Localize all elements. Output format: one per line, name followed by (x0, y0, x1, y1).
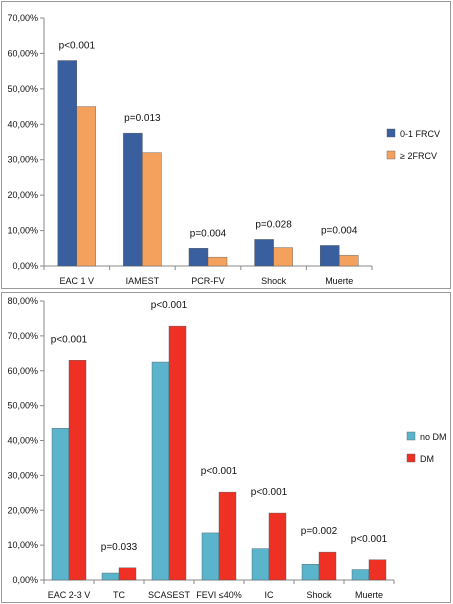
legend-label: 0-1 FRCV (400, 129, 440, 139)
legend-swatch (406, 431, 416, 441)
y-tick-label: 80,00% (7, 296, 38, 306)
bar-dm-2 (168, 325, 187, 581)
legend-label: DM (420, 454, 434, 464)
legend-label: no DM (420, 432, 447, 442)
p-value-annotation: p<0.001 (151, 300, 188, 311)
y-tick-label: 70,00% (7, 13, 38, 23)
legend-swatch (386, 128, 396, 138)
y-tick-label: 0,00% (12, 575, 38, 585)
bar--2frcv-3 (273, 247, 293, 267)
bar-dm-5 (318, 551, 337, 581)
bar--2frcv-4 (339, 255, 359, 267)
bar-0-1-frcv-3 (254, 239, 274, 267)
y-tick-label: 60,00% (7, 48, 38, 58)
y-tick-label: 10,00% (7, 226, 38, 236)
y-tick-label: 40,00% (7, 436, 38, 446)
legend-swatch (386, 150, 396, 160)
p-value-annotation: p=0.013 (124, 113, 161, 124)
bar-no-dm-2 (151, 361, 170, 581)
y-tick-label: 10,00% (7, 540, 38, 550)
bar-dm-0 (68, 360, 87, 581)
bar-dm-4 (268, 512, 287, 581)
bar-0-1-frcv-4 (319, 245, 340, 267)
chart-panel-top: 0,00% 10,00% 20,00% 30,00% 40,00% 50,00% 60,00… (1, 1, 451, 289)
x-tick-label: SCASEST (148, 590, 191, 600)
legend-label: ≥ 2FRCV (400, 151, 437, 161)
chart-bottom-svg: 0,00% 10,00% 20,00% 30,00% 40,00% 50,00% 60,00… (7, 296, 447, 600)
p-value-annotation: p<0.001 (201, 466, 238, 477)
x-tick-label: TC (113, 590, 125, 600)
p-value-annotation: p<0.001 (59, 41, 96, 52)
chart-panel-bottom: 0,00% 10,00% 20,00% 30,00% 40,00% 50,00% 60,00… (1, 292, 451, 603)
bar-no-dm-1 (101, 572, 120, 581)
bar-no-dm-6 (351, 569, 370, 581)
x-tick-label: Shock (261, 276, 287, 286)
x-tick-label: IAMEST (126, 276, 160, 286)
y-tick-label: 20,00% (7, 505, 38, 515)
bar-0-1-frcv-1 (123, 132, 143, 267)
p-value-annotation: p=0.028 (255, 219, 292, 230)
bar--2frcv-0 (76, 106, 97, 267)
y-tick-label: 20,00% (7, 190, 38, 200)
y-tick-label: 40,00% (7, 119, 38, 129)
legend-swatch (406, 453, 416, 463)
y-tick-label: 30,00% (7, 470, 38, 480)
x-tick-label: FEVI ≤40% (196, 590, 241, 600)
p-value-annotation: p=0.004 (190, 228, 227, 239)
bar-no-dm-3 (201, 532, 220, 581)
y-tick-label: 70,00% (7, 331, 38, 341)
y-tick-label: 30,00% (7, 155, 38, 165)
p-value-annotation: p<0.001 (351, 534, 388, 545)
bar-no-dm-0 (51, 428, 70, 581)
x-tick-label: EAC 1 V (60, 276, 95, 286)
bar-0-1-frcv-0 (57, 60, 78, 267)
y-tick-label: 0,00% (12, 261, 38, 271)
y-tick-label: 50,00% (7, 401, 38, 411)
bar-dm-1 (118, 567, 137, 581)
x-tick-label: EAC 2-3 V (48, 590, 91, 600)
bar-dm-3 (218, 491, 237, 581)
bar--2frcv-2 (207, 256, 228, 267)
x-tick-label: Muerte (325, 276, 353, 286)
chart-top-svg: 0,00% 10,00% 20,00% 30,00% 40,00% 50,00% 60,00… (7, 13, 440, 286)
x-tick-label: PCR-FV (191, 276, 225, 286)
bar-dm-6 (368, 559, 387, 581)
bar-no-dm-5 (301, 564, 320, 581)
bar-0-1-frcv-2 (188, 248, 209, 267)
p-value-annotation: p<0.001 (251, 487, 288, 498)
p-value-annotation: p=0.033 (101, 542, 138, 553)
x-tick-label: Shock (306, 590, 332, 600)
x-tick-label: IC (265, 590, 275, 600)
y-tick-label: 50,00% (7, 84, 38, 94)
p-value-annotation: p=0.002 (301, 526, 338, 537)
p-value-annotation: p=0.004 (321, 225, 358, 236)
x-tick-label: Muerte (355, 590, 383, 600)
bar-no-dm-4 (251, 548, 270, 581)
bar--2frcv-1 (142, 152, 162, 267)
p-value-annotation: p<0.001 (51, 334, 88, 345)
y-tick-label: 60,00% (7, 366, 38, 376)
